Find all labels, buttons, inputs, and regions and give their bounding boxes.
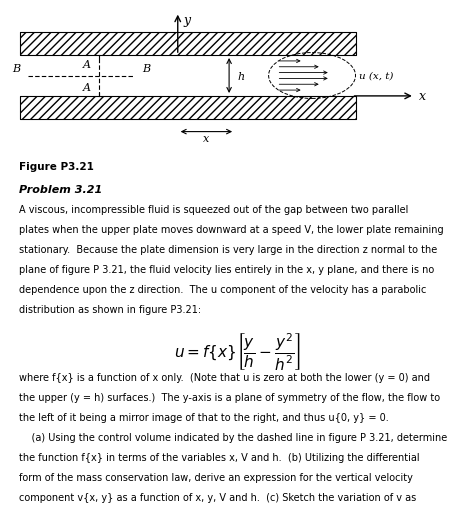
Text: h: h: [237, 71, 244, 81]
Text: u (x, t): u (x, t): [359, 72, 394, 81]
Bar: [20, 33, 356, 56]
Text: the function f{x} in terms of the variables x, V and h.  (b) Utilizing the diffe: the function f{x} in terms of the variab…: [19, 452, 419, 462]
Bar: [20, 33, 356, 56]
Text: A: A: [83, 83, 91, 93]
Text: A: A: [83, 60, 91, 70]
Text: dependence upon the z direction.  The u component of the velocity has a paraboli: dependence upon the z direction. The u c…: [19, 284, 426, 294]
Text: (a) Using the control volume indicated by the dashed line in figure P 3.21, dete: (a) Using the control volume indicated b…: [19, 432, 447, 442]
Text: Figure P3.21: Figure P3.21: [19, 162, 94, 172]
Text: plates when the upper plate moves downward at a speed V, the lower plate remaini: plates when the upper plate moves downwa…: [19, 224, 444, 234]
Text: where f{x} is a function of x only.  (Note that u is zero at both the lower (y =: where f{x} is a function of x only. (Not…: [19, 372, 430, 382]
Bar: [20, 97, 356, 120]
Text: B: B: [12, 64, 20, 74]
Text: the left of it being a mirror image of that to the right, and thus u{0, y} = 0.: the left of it being a mirror image of t…: [19, 412, 389, 422]
Text: the upper (y = h) surfaces.)  The y-axis is a plane of symmetry of the flow, the: the upper (y = h) surfaces.) The y-axis …: [19, 392, 440, 402]
Text: Problem 3.21: Problem 3.21: [19, 185, 102, 195]
Text: x: x: [419, 90, 426, 103]
Text: A viscous, incompressible fluid is squeezed out of the gap between two parallel: A viscous, incompressible fluid is squee…: [19, 205, 408, 214]
Bar: [20, 97, 356, 120]
Text: form of the mass conservation law, derive an expression for the vertical velocit: form of the mass conservation law, deriv…: [19, 472, 413, 482]
Text: x: x: [203, 133, 210, 143]
Text: distribution as shown in figure P3.21:: distribution as shown in figure P3.21:: [19, 304, 201, 314]
Text: plane of figure P 3.21, the fluid velocity lies entirely in the x, y plane, and : plane of figure P 3.21, the fluid veloci…: [19, 264, 434, 274]
Text: component v{x, y} as a function of x, y, V and h.  (c) Sketch the variation of v: component v{x, y} as a function of x, y,…: [19, 492, 416, 502]
Text: stationary.  Because the plate dimension is very large in the direction z normal: stationary. Because the plate dimension …: [19, 244, 437, 254]
Text: $u = f\{x\}\left[\dfrac{y}{h} - \dfrac{y^2}{h^2}\right]$: $u = f\{x\}\left[\dfrac{y}{h} - \dfrac{y…: [173, 331, 301, 372]
Text: y: y: [184, 14, 191, 27]
Text: B: B: [142, 64, 150, 74]
